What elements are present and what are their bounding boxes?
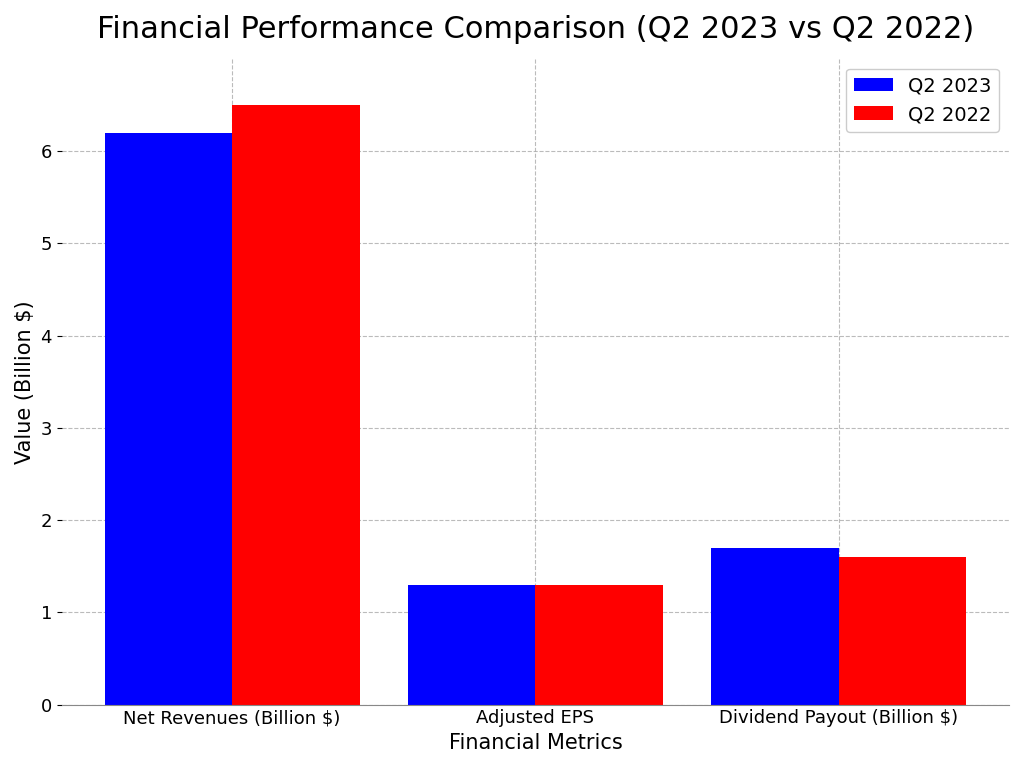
X-axis label: Financial Metrics: Financial Metrics [449, 733, 623, 753]
Bar [104, 133, 232, 704]
Legend: Q2 2023, Q2 2022: Q2 2023, Q2 2022 [846, 68, 999, 132]
Title: Financial Performance Comparison (Q2 2023 vs Q2 2022): Financial Performance Comparison (Q2 202… [96, 15, 974, 44]
Bar [839, 557, 966, 704]
Bar [232, 105, 359, 704]
Bar [408, 584, 536, 704]
Bar [536, 584, 663, 704]
Bar [712, 548, 839, 704]
Y-axis label: Value (Billion $): Value (Billion $) [15, 300, 35, 464]
